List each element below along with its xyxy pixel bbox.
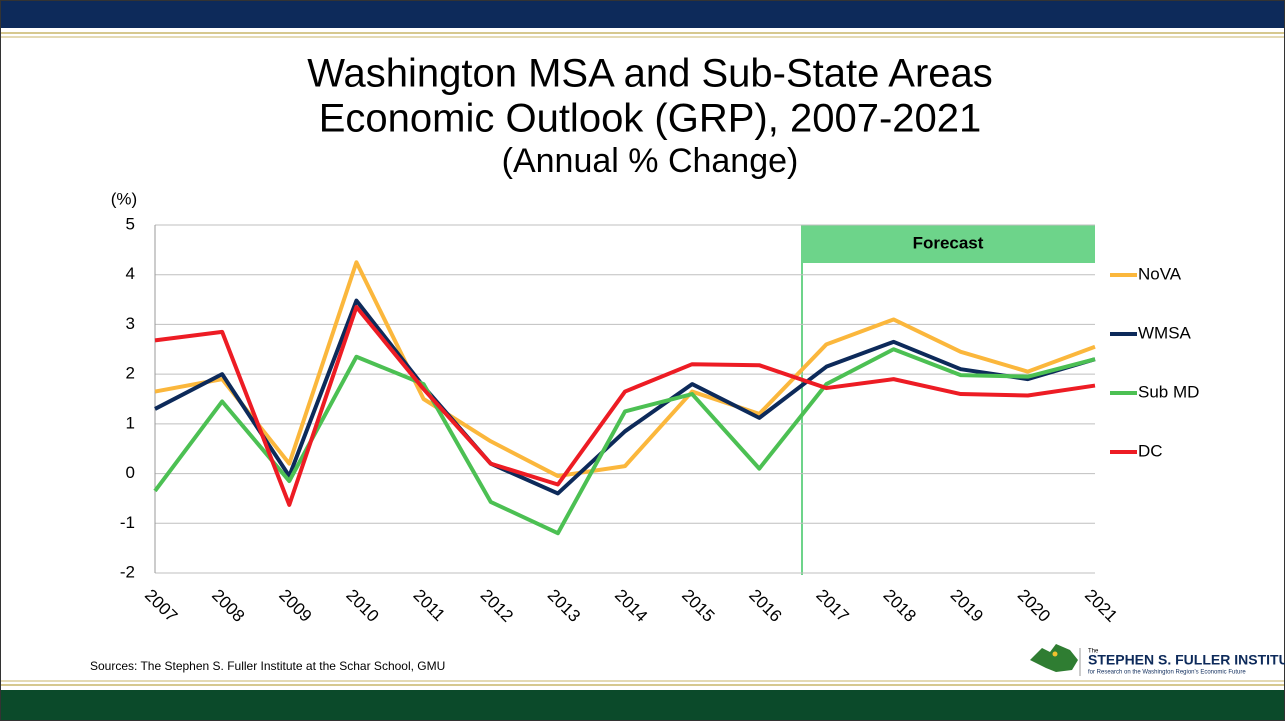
y-tick-label: 2 — [126, 364, 135, 383]
legend-label: WMSA — [1138, 323, 1192, 342]
bottom-bar — [0, 690, 1285, 721]
x-tick-label: 2016 — [745, 586, 785, 626]
y-tick-label: 3 — [126, 314, 135, 333]
y-tick-label: 0 — [126, 463, 135, 482]
x-tick-label: 2007 — [141, 586, 181, 626]
x-tick-label: 2018 — [880, 586, 920, 626]
subtitle: (Annual % Change) — [502, 142, 799, 180]
logo-name: STEPHEN S. FULLER INSTITUTE — [1088, 652, 1285, 668]
series-line — [154, 305, 1096, 507]
title: Economic Outlook (GRP), 2007-2021 — [319, 97, 982, 141]
series-line — [154, 260, 1096, 479]
y-tick-label: 1 — [126, 413, 135, 432]
x-tick-label: 2021 — [1081, 586, 1121, 626]
x-tick-label: 2013 — [544, 586, 584, 626]
x-tick-label: 2014 — [611, 586, 651, 626]
x-tick-label: 2012 — [477, 586, 517, 626]
x-tick-label: 2020 — [1014, 586, 1054, 626]
x-tick-label: 2017 — [812, 586, 852, 626]
logo-icon — [1030, 644, 1078, 672]
x-tick-label: 2015 — [678, 586, 718, 626]
logo-small: The — [1088, 649, 1099, 655]
legend-label: NoVA — [1138, 264, 1182, 283]
y-tick-label: 4 — [126, 264, 135, 283]
y-axis-label: (%) — [111, 189, 137, 208]
y-tick-label: 5 — [126, 214, 135, 233]
x-tick-label: 2011 — [410, 586, 449, 625]
logo-dot — [1052, 651, 1058, 657]
legend-label: DC — [1138, 441, 1163, 460]
logo-tagline: for Research on the Washington Region's … — [1088, 670, 1246, 676]
y-tick-label: -1 — [120, 513, 135, 532]
x-tick-label: 2009 — [275, 586, 315, 626]
title: Washington MSA and Sub-State Areas — [307, 52, 993, 96]
legend-label: Sub MD — [1138, 382, 1199, 401]
top-bar — [0, 0, 1285, 28]
forecast-box — [802, 225, 1095, 263]
source: Sources: The Stephen S. Fuller Institute… — [90, 659, 445, 673]
y-tick-label: -2 — [120, 562, 135, 581]
x-tick-label: 2019 — [947, 586, 987, 626]
x-tick-label: 2010 — [342, 586, 382, 626]
forecast-label: Forecast — [913, 233, 984, 252]
x-tick-label: 2008 — [208, 586, 248, 626]
series-line — [154, 298, 1096, 496]
